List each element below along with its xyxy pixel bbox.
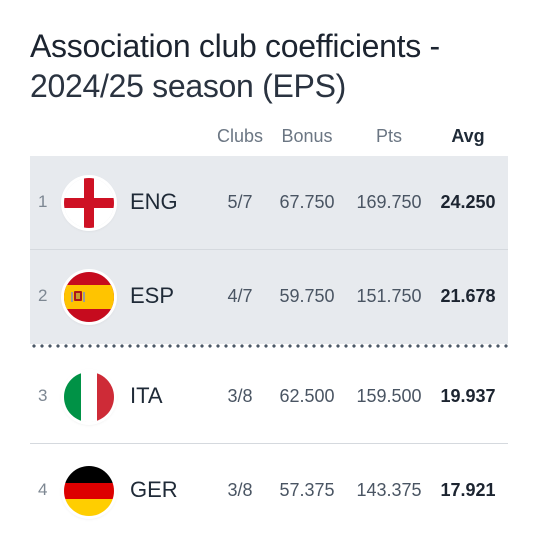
qualification-divider	[30, 344, 508, 348]
rank: 3	[38, 386, 48, 405]
clubs-value: 5/7	[227, 192, 253, 212]
pts-value: 151.750	[356, 286, 422, 306]
country-code: ITA	[130, 383, 163, 408]
rank: 4	[38, 480, 48, 499]
column-header-clubs[interactable]: Clubs	[216, 126, 264, 146]
germany-flag-icon	[64, 466, 114, 516]
avg-value: 19.937	[440, 386, 496, 406]
row-divider	[30, 443, 508, 444]
clubs-value: 3/8	[227, 386, 253, 406]
country-code: GER	[130, 477, 178, 502]
country-code: ENG	[130, 189, 178, 214]
table-row[interactable]: 3 ITA 3/8 62.500 159.500 19.937	[30, 350, 508, 444]
title-line-2: 2024/25 season (EPS)	[30, 68, 346, 104]
title-line-1: Association club coefficients -	[30, 28, 440, 64]
spain-flag-icon	[64, 272, 114, 322]
column-header-bonus[interactable]: Bonus	[281, 126, 333, 146]
country-code: ESP	[130, 283, 175, 308]
pts-value: 159.500	[356, 386, 422, 406]
rank: 2	[38, 286, 48, 305]
clubs-value: 3/8	[227, 480, 253, 500]
england-flag-icon	[64, 178, 114, 228]
table-header: Clubs Bonus Pts Avg	[0, 124, 538, 150]
column-header-avg[interactable]: Avg	[451, 126, 485, 146]
bonus-value: 59.750	[279, 286, 335, 306]
row-divider	[30, 249, 508, 250]
italy-flag-icon	[64, 372, 114, 422]
bonus-value: 57.375	[279, 480, 335, 500]
column-header-pts[interactable]: Pts	[375, 126, 402, 146]
rank: 1	[38, 192, 48, 211]
pts-value: 169.750	[356, 192, 422, 212]
table-row[interactable]: 4 GER 3/8 57.375 143.375 17.921	[30, 444, 508, 538]
page-title: Association club coefficients - 2024/25 …	[30, 26, 520, 106]
clubs-value: 4/7	[227, 286, 253, 306]
table-row[interactable]: 1 ENG 5/7 67.750 169.750 24.250	[30, 156, 508, 250]
avg-value: 24.250	[440, 192, 496, 212]
avg-value: 21.678	[440, 286, 496, 306]
table-row[interactable]: 2 ESP 4/7 59.750 151.750 21.678	[30, 250, 508, 344]
bonus-value: 62.500	[279, 386, 335, 406]
avg-value: 17.921	[440, 480, 496, 500]
pts-value: 143.375	[356, 480, 422, 500]
bonus-value: 67.750	[279, 192, 335, 212]
